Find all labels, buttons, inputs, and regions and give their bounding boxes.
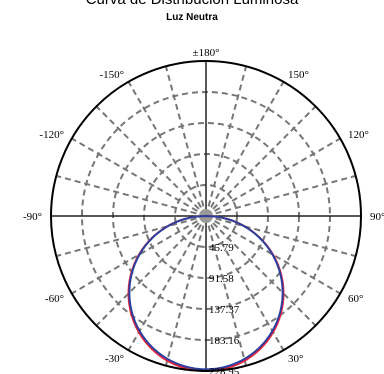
grid-spoke	[205, 215, 285, 351]
grid-spoke	[205, 215, 248, 366]
angle-label: -30°	[105, 353, 124, 365]
angle-label: 60°	[348, 293, 363, 305]
grid-spoke	[164, 215, 207, 366]
grid-spoke	[71, 137, 207, 217]
radial-tick-label: 91.58	[209, 273, 234, 285]
grid-spoke	[205, 174, 356, 217]
radial-tick-label: 45.79	[209, 242, 234, 254]
radial-tick-label: 228.95	[209, 366, 240, 374]
angle-label: -150°	[99, 69, 124, 81]
angle-label: -90°	[23, 211, 42, 223]
radial-tick-label: 183.16	[209, 335, 240, 347]
grid-spoke	[56, 215, 207, 258]
chart-title: Curva de Distribución Luminosa	[0, 0, 384, 8]
grid-spoke	[56, 174, 207, 217]
outer-circle	[50, 60, 362, 372]
grid-spoke	[95, 215, 207, 327]
angle-label: 30°	[288, 353, 303, 365]
angle-label: ±180°	[193, 47, 220, 59]
grid-spoke	[205, 137, 341, 217]
grid-spoke	[205, 215, 317, 327]
grid-spoke	[205, 215, 341, 295]
angle-label: -120°	[39, 129, 64, 141]
grid-spoke	[205, 81, 285, 217]
grid-spoke	[205, 215, 356, 258]
angle-label: 90°	[370, 211, 384, 223]
grid-spoke	[95, 105, 207, 217]
outer-circle-layer	[50, 60, 362, 372]
grid-spoke	[164, 66, 207, 217]
grid-spoke	[205, 105, 317, 217]
radial-tick-label: 137.37	[209, 304, 240, 316]
grid-spoke	[127, 81, 207, 217]
angle-label: 150°	[288, 69, 309, 81]
angle-label: 120°	[348, 129, 369, 141]
label-layer: 45.79 91.58 137.37 183.16 228.95 ±180° 150° -15…	[23, 47, 384, 374]
grid-spoke	[127, 215, 207, 351]
angle-label: -60°	[45, 293, 64, 305]
grid-spoke	[205, 66, 248, 217]
grid-spoke	[71, 215, 207, 295]
chart-subtitle: Luz Neutra	[166, 12, 218, 23]
series-curve-2	[128, 214, 284, 371]
